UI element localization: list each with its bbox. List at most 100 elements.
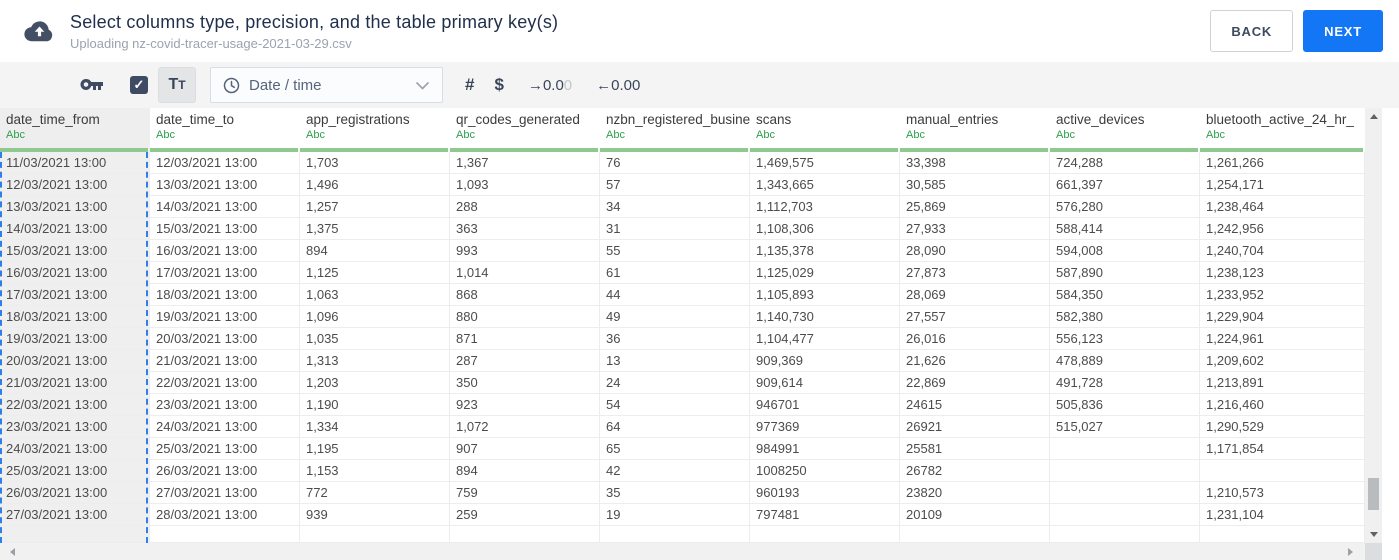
scroll-down-button[interactable]	[1365, 526, 1382, 543]
table-cell: 909,614	[750, 372, 900, 394]
table-cell: 27,873	[900, 262, 1050, 284]
column-header-scans[interactable]: scans Abc	[750, 108, 900, 152]
vertical-scrollbar[interactable]	[1365, 108, 1382, 543]
table-cell: 55	[600, 240, 750, 262]
table-cell: 34	[600, 196, 750, 218]
table-cell: 1,063	[300, 284, 450, 306]
table-cell: 1,140,730	[750, 306, 900, 328]
table-cell: 25,869	[900, 196, 1050, 218]
numeric-type-button[interactable]: #	[465, 75, 475, 94]
table-cell: 1,290,529	[1200, 416, 1365, 438]
table-cell: 31	[600, 218, 750, 240]
filler-cell	[600, 526, 750, 543]
table-cell: 26782	[900, 460, 1050, 482]
column-type-select[interactable]: Date / time	[210, 67, 443, 103]
column-header-date_time_from[interactable]: date_time_from Abc	[0, 108, 150, 152]
table-cell: 1,203	[300, 372, 450, 394]
table-cell: 1,238,123	[1200, 262, 1365, 284]
table-cell: 13/03/2021 13:00	[0, 196, 150, 218]
column-header-bluetooth_active_24_hr_[interactable]: bluetooth_active_24_hr_ Abc	[1200, 108, 1365, 152]
horizontal-scrollbar[interactable]	[0, 543, 1365, 560]
table-cell: 26,016	[900, 328, 1050, 350]
table-row: 15/03/2021 13:00 16/03/2021 13:00 894 993 55…	[0, 240, 1365, 262]
column-type-abc: Abc	[156, 129, 175, 141]
table-cell: 1,104,477	[750, 328, 900, 350]
table-cell: 21/03/2021 13:00	[150, 350, 300, 372]
vertical-scroll-thumb[interactable]	[1368, 478, 1379, 510]
table-cell: 1,257	[300, 196, 450, 218]
column-type-abc: Abc	[1056, 129, 1075, 141]
column-name: qr_codes_generated	[456, 112, 580, 127]
scroll-up-button[interactable]	[1365, 108, 1382, 125]
currency-type-button[interactable]: $	[494, 75, 504, 94]
table-cell: 17/03/2021 13:00	[0, 284, 150, 306]
table-cell: 1,210,573	[1200, 482, 1365, 504]
column-header-active_devices[interactable]: active_devices Abc	[1050, 108, 1200, 152]
table-cell: 478,889	[1050, 350, 1200, 372]
column-header-qr_codes_generated[interactable]: qr_codes_generated Abc	[450, 108, 600, 152]
decimal-decrease-button[interactable]: →0.00	[528, 77, 572, 94]
scroll-right-button[interactable]	[1342, 543, 1359, 560]
decimal-increase-button[interactable]: ←0.00	[596, 76, 641, 94]
table-cell: 1,496	[300, 174, 450, 196]
scroll-left-button[interactable]	[4, 543, 21, 560]
page-subtitle: Uploading nz-covid-tracer-usage-2021-03-…	[70, 35, 352, 51]
primary-key-icon[interactable]	[80, 78, 104, 92]
table-filler-row	[0, 526, 1365, 543]
column-name: date_time_from	[6, 112, 100, 127]
table-cell: 880	[450, 306, 600, 328]
table-cell: 15/03/2021 13:00	[150, 218, 300, 240]
table-cell: 27,933	[900, 218, 1050, 240]
table-cell: 288	[450, 196, 600, 218]
table-row: 22/03/2021 13:00 23/03/2021 13:00 1,190 923…	[0, 394, 1365, 416]
table-cell: 505,836	[1050, 394, 1200, 416]
table-cell: 1,195	[300, 438, 450, 460]
column-header-manual_entries[interactable]: manual_entries Abc	[900, 108, 1050, 152]
table-cell: 661,397	[1050, 174, 1200, 196]
table-cell: 19/03/2021 13:00	[0, 328, 150, 350]
filler-cell	[900, 526, 1050, 543]
table-row: 17/03/2021 13:00 18/03/2021 13:00 1,063 868…	[0, 284, 1365, 306]
table-cell: 13/03/2021 13:00	[150, 174, 300, 196]
table-row: 18/03/2021 13:00 19/03/2021 13:00 1,096 880…	[0, 306, 1365, 328]
table-cell: 28,090	[900, 240, 1050, 262]
table-cell: 1,108,306	[750, 218, 900, 240]
table-row: 25/03/2021 13:00 26/03/2021 13:00 1,153 894…	[0, 460, 1365, 482]
table-cell: 939	[300, 504, 450, 526]
table-row: 14/03/2021 13:00 15/03/2021 13:00 1,375 363…	[0, 218, 1365, 240]
column-name: date_time_to	[156, 112, 235, 127]
table-cell: 30,585	[900, 174, 1050, 196]
table-cell: 1008250	[750, 460, 900, 482]
table-cell: 20/03/2021 13:00	[0, 350, 150, 372]
table-cell: 36	[600, 328, 750, 350]
table-cell: 1,367	[450, 152, 600, 174]
table-cell: 22,869	[900, 372, 1050, 394]
preview-table: date_time_from Abc date_time_to Abc app_regi…	[0, 108, 1399, 560]
table-cell: 13	[600, 350, 750, 372]
table-cell: 19/03/2021 13:00	[150, 306, 300, 328]
back-button[interactable]: BACK	[1210, 10, 1294, 52]
table-cell: 26/03/2021 13:00	[0, 482, 150, 504]
table-cell: 1,254,171	[1200, 174, 1365, 196]
table-cell: 960193	[750, 482, 900, 504]
table-cell: 582,380	[1050, 306, 1200, 328]
column-header-date_time_to[interactable]: date_time_to Abc	[150, 108, 300, 152]
table-cell: 584,350	[1050, 284, 1200, 306]
table-cell: 14/03/2021 13:00	[0, 218, 150, 240]
table-cell: 64	[600, 416, 750, 438]
table-cell: 909,369	[750, 350, 900, 372]
table-cell: 24/03/2021 13:00	[150, 416, 300, 438]
table-cell: 797481	[750, 504, 900, 526]
filler-cell	[450, 526, 600, 543]
table-cell: 25/03/2021 13:00	[150, 438, 300, 460]
column-header-nzbn_registered_busine[interactable]: nzbn_registered_busine Abc	[600, 108, 750, 152]
column-header-underline	[0, 148, 148, 152]
column-header-app_registrations[interactable]: app_registrations Abc	[300, 108, 450, 152]
table-cell: 27/03/2021 13:00	[0, 504, 150, 526]
table-cell: 946701	[750, 394, 900, 416]
table-cell: 515,027	[1050, 416, 1200, 438]
table-cell: 24615	[900, 394, 1050, 416]
next-button[interactable]: NEXT	[1303, 10, 1383, 52]
include-column-checkbox[interactable]: ✓	[130, 76, 148, 94]
